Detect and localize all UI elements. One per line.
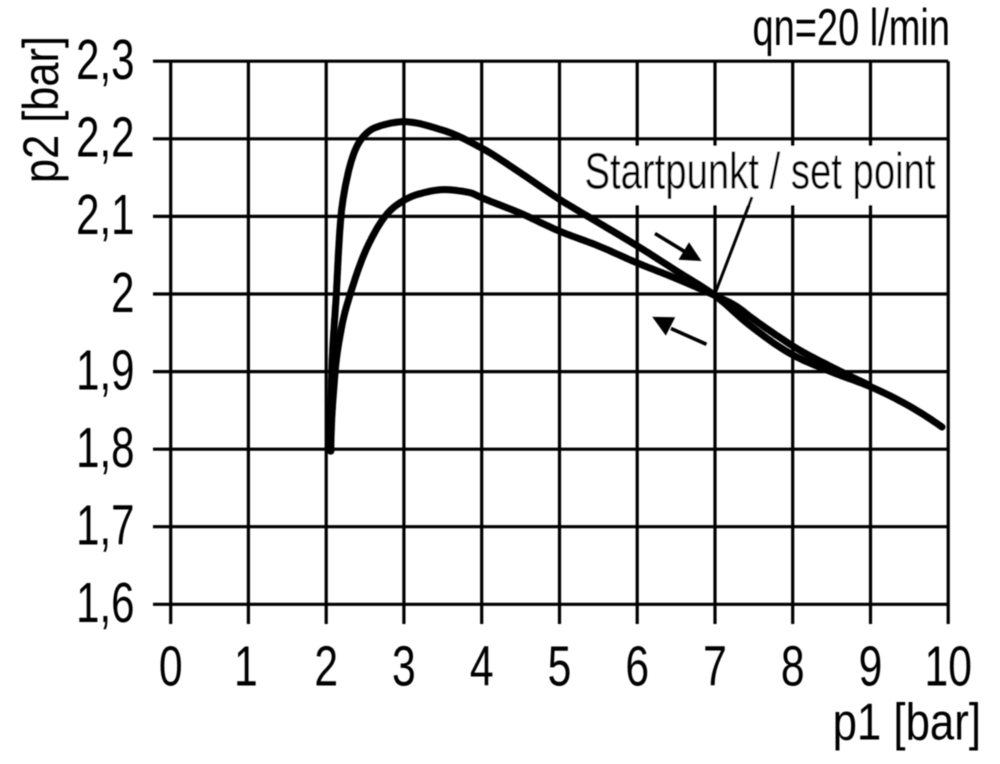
svg-text:7: 7 bbox=[703, 635, 727, 698]
svg-text:2,2: 2,2 bbox=[76, 106, 134, 170]
svg-text:2,3: 2,3 bbox=[76, 28, 134, 92]
svg-text:5: 5 bbox=[548, 635, 572, 698]
svg-text:1,8: 1,8 bbox=[76, 416, 134, 480]
svg-text:p1 [bar]: p1 [bar] bbox=[833, 694, 981, 751]
svg-text:4: 4 bbox=[470, 635, 494, 698]
svg-text:3: 3 bbox=[392, 635, 416, 698]
svg-text:2: 2 bbox=[314, 635, 338, 698]
svg-text:0: 0 bbox=[159, 635, 183, 698]
svg-text:2,1: 2,1 bbox=[76, 183, 134, 247]
svg-text:10: 10 bbox=[924, 635, 971, 698]
svg-text:8: 8 bbox=[781, 635, 805, 698]
svg-text:2: 2 bbox=[111, 261, 134, 325]
svg-text:6: 6 bbox=[625, 635, 649, 698]
svg-text:Startpunkt / set point: Startpunkt / set point bbox=[584, 142, 936, 200]
svg-text:1: 1 bbox=[234, 635, 258, 698]
svg-text:9: 9 bbox=[859, 635, 883, 698]
svg-text:1,6: 1,6 bbox=[76, 571, 134, 635]
svg-text:p2 [bar]: p2 [bar] bbox=[13, 36, 69, 183]
svg-text:1,9: 1,9 bbox=[76, 338, 134, 402]
svg-text:1,7: 1,7 bbox=[76, 493, 134, 557]
svg-text:qn=20 l/min: qn=20 l/min bbox=[752, 0, 950, 56]
